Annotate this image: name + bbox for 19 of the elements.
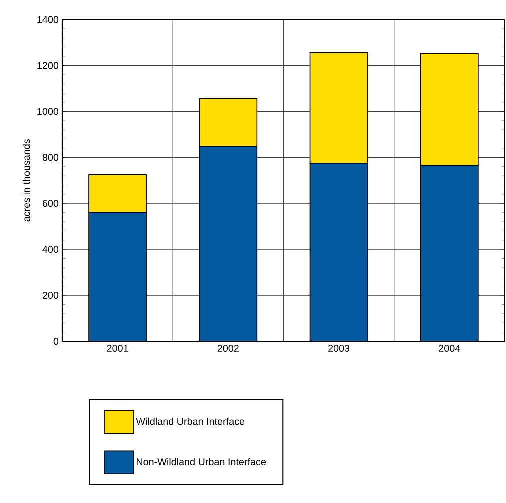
y-tick-label: 1200 [38, 62, 59, 70]
x-tick-label: 2003 [328, 345, 350, 352]
x-tick-label: 2001 [107, 345, 128, 352]
y-axis-title: acres in thousands [22, 140, 30, 222]
x-tick-label: 2004 [439, 345, 460, 352]
bar [88, 212, 147, 342]
y-tick-label: 400 [42, 246, 59, 254]
y-tick-label: 200 [42, 292, 59, 300]
y-tick-label: 1000 [38, 108, 59, 116]
y-tick-label: 1400 [38, 16, 59, 24]
bar [199, 146, 258, 342]
legend-label: Wildland Urban Interface [136, 418, 245, 426]
bar [420, 165, 479, 342]
y-tick-label: 0 [54, 338, 59, 346]
x-tick-label: 2002 [218, 345, 239, 352]
y-tick-label: 600 [42, 200, 59, 208]
y-tick-label: 800 [42, 154, 59, 162]
legend-label: Non-Wildland Urban Interface [137, 458, 266, 466]
bar [310, 163, 368, 342]
